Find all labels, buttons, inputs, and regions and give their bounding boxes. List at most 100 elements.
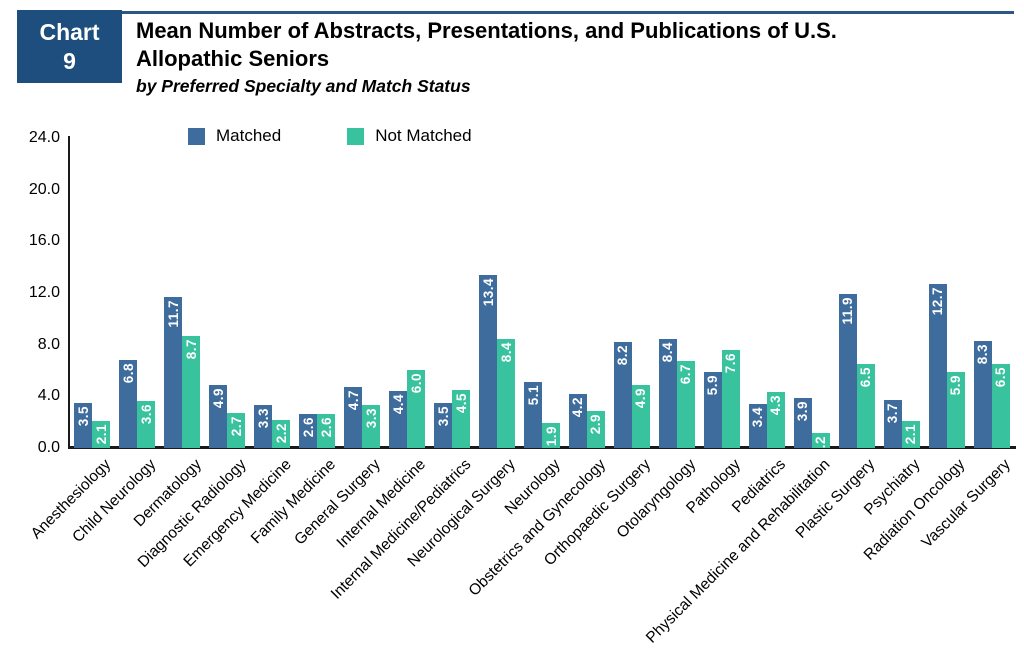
bar-value-label: 11.9: [840, 297, 856, 325]
bar-not-matched: 2.1: [901, 421, 920, 448]
bar-value-label: 8.3: [975, 344, 991, 365]
bar-not-matched: 8.7: [182, 336, 201, 448]
bar-value-label: 2.1: [903, 424, 919, 445]
y-tick-label: 20.0: [28, 180, 60, 198]
bar-value-label: 8.7: [183, 339, 199, 360]
bar-not-matched: 2.7: [227, 413, 246, 448]
bar-matched: 3.5: [434, 403, 453, 448]
bar-matched: 12.7: [928, 284, 947, 448]
bar-matched: 3.3: [254, 405, 273, 448]
bar-not-matched: 6.0: [407, 370, 426, 448]
bar-not-matched: 1.2: [811, 433, 830, 448]
bar-not-matched: 7.6: [721, 350, 740, 448]
bar-not-matched: 5.9: [946, 372, 965, 448]
bar-value-label: 13.4: [480, 278, 496, 307]
bar-value-label: 6.5: [993, 367, 1009, 388]
bar-matched: 3.7: [883, 400, 902, 448]
bar-not-matched: 6.5: [991, 364, 1010, 448]
legend-label-matched: Matched: [216, 126, 282, 145]
x-tick-label: Otolaryngology: [613, 456, 699, 542]
bar-not-matched: 2.6: [317, 414, 336, 448]
bar-not-matched: 6.5: [856, 364, 875, 448]
bar-value-label: 12.7: [930, 287, 946, 316]
legend-item-not-matched: Not Matched: [347, 126, 472, 146]
not-matched-swatch-icon: [347, 127, 365, 145]
y-tick-label: 16.0: [28, 232, 60, 250]
bar-matched: 4.9: [209, 385, 228, 448]
bar-matched: 4.4: [389, 391, 408, 448]
page-title-line2: Allopathic Seniors: [136, 46, 330, 72]
chart-number-badge: Chart 9: [17, 10, 122, 83]
y-axis-line: [68, 136, 70, 449]
bar-not-matched: 4.3: [766, 392, 785, 448]
matched-swatch-icon: [188, 127, 205, 145]
bar-value-label: 2.1: [93, 424, 109, 445]
bar-not-matched: 4.5: [452, 390, 471, 448]
bar-value-label: 3.4: [750, 407, 766, 428]
bar-value-label: 3.6: [138, 404, 154, 425]
bar-matched: 11.7: [164, 297, 183, 448]
bar-value-label: 3.9: [795, 401, 811, 422]
y-tick-label: 24.0: [28, 129, 60, 146]
bar-value-label: 3.5: [435, 406, 451, 427]
legend-item-matched: Matched: [188, 126, 281, 146]
title-block: Mean Number of Abstracts, Presentations,…: [136, 17, 996, 97]
bar-matched: 6.8: [119, 360, 138, 448]
bar-matched: 5.1: [524, 382, 542, 448]
bar-value-label: 5.1: [525, 385, 541, 406]
bar-value-label: 8.4: [660, 342, 676, 363]
bar-not-matched: 2.2: [272, 420, 291, 448]
page-subtitle: by Preferred Specialty and Match Status: [136, 76, 471, 97]
bar-value-label: 4.4: [390, 394, 406, 415]
bar-value-label: 4.9: [210, 388, 226, 409]
bar-value-label: 4.3: [768, 395, 784, 416]
bar-value-label: 6.5: [858, 367, 874, 388]
bar-value-label: 7.6: [723, 353, 739, 374]
bar-value-label: 8.2: [615, 345, 631, 366]
bar-matched: 8.4: [658, 339, 677, 448]
bar-matched: 8.3: [973, 341, 992, 448]
bar-value-label: 2.6: [318, 417, 334, 438]
bar-value-label: 3.3: [255, 408, 271, 429]
bar-matched: 4.2: [568, 394, 587, 448]
bar-matched: 4.7: [344, 387, 363, 448]
y-tick-label: 12.0: [28, 284, 60, 301]
bar-value-label: 11.7: [165, 300, 181, 328]
bar-value-label: 3.3: [363, 408, 379, 429]
bar-value-label: 1.2: [813, 436, 829, 448]
bar-not-matched: 6.7: [676, 361, 695, 448]
bar-matched: 3.9: [793, 398, 812, 448]
bar-not-matched: 1.9: [542, 423, 560, 448]
legend: Matched Not Matched: [188, 126, 472, 146]
y-tick-label: 8.0: [37, 335, 60, 353]
bar-value-label: 4.7: [345, 390, 361, 411]
bar-matched: 3.4: [748, 404, 767, 448]
bar-matched: 5.9: [703, 372, 722, 448]
bar-matched: 13.4: [479, 275, 498, 448]
bar-matched: 2.6: [299, 414, 318, 448]
bar-value-label: 3.5: [75, 406, 91, 427]
bar-not-matched: 2.9: [586, 411, 605, 448]
bar-value-label: 2.6: [300, 417, 316, 438]
bar-not-matched: 3.3: [362, 405, 381, 448]
bar-value-label: 5.9: [948, 375, 964, 396]
chart-badge-number: 9: [63, 47, 76, 74]
y-tick-label: 4.0: [37, 387, 60, 405]
bar-value-label: 6.8: [120, 363, 136, 384]
bar-value-label: 2.9: [588, 414, 604, 435]
bar-not-matched: 2.1: [92, 421, 111, 448]
bar-matched: 11.9: [838, 294, 857, 448]
bar-not-matched: 4.9: [631, 385, 650, 448]
bar-value-label: 6.0: [408, 373, 424, 394]
bar-not-matched: 3.6: [137, 401, 156, 448]
bar-matched: 8.2: [613, 342, 632, 448]
bar-not-matched: 8.4: [497, 339, 516, 448]
bar-value-label: 2.2: [273, 423, 289, 444]
y-tick-label: 0.0: [37, 439, 60, 456]
header-divider-rule: [122, 11, 1014, 14]
page-title-line1: Mean Number of Abstracts, Presentations,…: [136, 18, 837, 43]
bar-value-label: 4.9: [633, 388, 649, 409]
bar-value-label: 1.9: [543, 426, 559, 447]
bar-value-label: 4.2: [570, 397, 586, 418]
